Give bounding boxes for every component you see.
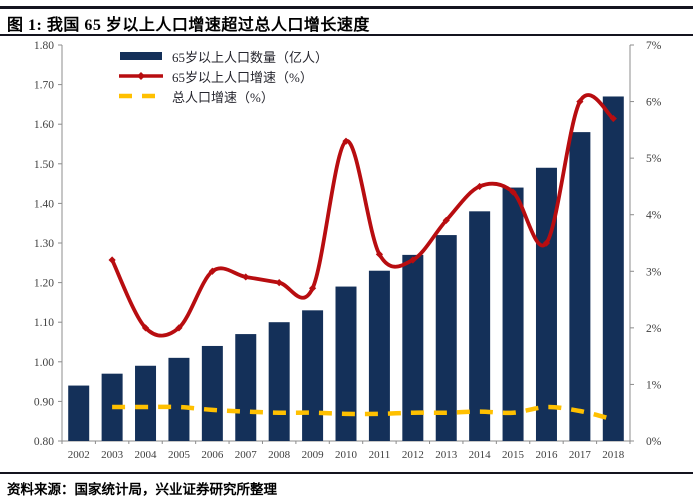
elderly-growth-marker — [442, 216, 450, 224]
left-axis-tick-label: 1.30 — [34, 238, 54, 250]
elderly-growth-marker — [141, 324, 150, 332]
elderly-growth-marker — [208, 267, 216, 275]
bar-2011 — [368, 270, 390, 441]
left-axis-tick-label: 1.50 — [34, 159, 54, 171]
x-axis-label: 2013 — [435, 449, 458, 461]
legend-label: 65岁以上人口增速（%） — [172, 69, 313, 85]
combo-chart: 1.80 1.70 1.60 1.50 1.40 1.30 1.20 1.10 1.00 0.90… — [34, 40, 662, 461]
elderly-growth-marker — [409, 256, 417, 264]
bar-series-swatch-icon — [120, 52, 162, 60]
x-axis-label: 2006 — [201, 449, 224, 461]
bar-2018 — [602, 96, 624, 442]
x-axis-label: 2002 — [68, 449, 90, 461]
source-note: 资料来源：国家统计局，兴业证券研究所整理 — [7, 482, 277, 497]
legend-item-line-series: 65岁以上人口增速（%） — [118, 66, 328, 86]
figure-title: 图 1: 我国 65 岁以上人口增速超过总人口增长速度 — [7, 17, 370, 34]
right-axis-tick-label: 0% — [646, 436, 662, 448]
left-axis-tick-label: 1.80 — [34, 40, 54, 52]
dashed-series-swatch-icon — [119, 93, 163, 99]
left-axis-tick-label: 1.40 — [34, 198, 54, 210]
left-axis-tick-label: 1.10 — [34, 317, 54, 329]
left-axis-tick-label: 0.80 — [34, 436, 54, 448]
elderly-growth-marker — [375, 250, 384, 258]
x-axis-label: 2009 — [302, 449, 325, 461]
bar-2002 — [68, 385, 90, 441]
elderly-growth-marker — [308, 284, 317, 292]
left-axis-tick-label: 0.90 — [34, 396, 54, 408]
x-axis-label: 2014 — [469, 449, 492, 461]
legend-item-bar-series: 65岁以上人口数量（亿人） — [118, 46, 328, 66]
elderly-growth-marker — [476, 182, 484, 191]
x-axis-label: 2004 — [135, 449, 158, 461]
bar-2007 — [235, 334, 257, 441]
chart-legend: 65岁以上人口数量（亿人） 65岁以上人口增速（%） 总人口增速（%） — [118, 46, 328, 106]
x-axis-label: 2015 — [502, 449, 525, 461]
x-axis-label: 2007 — [235, 449, 258, 461]
right-axis-tick-label: 7% — [646, 40, 662, 52]
left-axis-tick-label: 1.60 — [34, 119, 54, 131]
left-axis-tick-label: 1.70 — [34, 80, 54, 92]
x-axis-label: 2017 — [569, 449, 592, 461]
bar-2013 — [435, 235, 457, 441]
elderly-growth-marker — [342, 137, 350, 145]
right-axis-tick-label: 5% — [646, 153, 662, 165]
right-axis-tick-label: 1% — [646, 379, 662, 391]
title-top-rule — [0, 6, 693, 9]
bar-2016 — [535, 167, 557, 441]
x-axis-label: 2011 — [369, 449, 391, 461]
elderly-growth-marker — [609, 114, 617, 123]
footer-rule — [0, 472, 693, 474]
bar-2017 — [569, 132, 591, 441]
left-axis-tick-label: 1.20 — [34, 278, 54, 290]
line-series-swatch-icon — [119, 72, 163, 80]
bar-2014 — [469, 211, 491, 441]
elderly-growth-marker — [509, 188, 517, 196]
left-axis-tick-label: 1.00 — [34, 357, 54, 369]
bar-2009 — [302, 310, 324, 441]
bar-2004 — [135, 365, 157, 441]
bar-2012 — [402, 254, 424, 441]
x-axis-label: 2012 — [402, 449, 424, 461]
legend-label: 总人口增速（%） — [172, 89, 274, 105]
legend-item-dashed-series: 总人口增速（%） — [118, 86, 328, 106]
elderly-growth-marker — [175, 324, 183, 332]
x-axis-label: 2005 — [168, 449, 191, 461]
bar-2015 — [502, 187, 524, 441]
bar-2010 — [335, 286, 357, 441]
title-bottom-rule — [0, 34, 693, 36]
elderly-growth-marker — [242, 273, 250, 281]
right-axis-tick-label: 3% — [646, 266, 662, 278]
x-axis-label: 2010 — [335, 449, 358, 461]
x-axis-label: 2003 — [101, 449, 124, 461]
elderly-growth-line — [110, 93, 616, 338]
right-axis-tick-label: 6% — [646, 97, 662, 109]
elderly-growth-marker — [108, 256, 116, 264]
right-axis-tick-label: 4% — [646, 210, 662, 222]
bar-2008 — [268, 322, 290, 441]
right-axis-tick-label: 2% — [646, 323, 662, 335]
elderly-growth-marker — [542, 239, 551, 247]
legend-label: 65岁以上人口数量（亿人） — [172, 49, 329, 65]
x-axis-label: 2018 — [602, 449, 625, 461]
bar-2005 — [168, 357, 190, 441]
x-axis-label: 2016 — [535, 449, 558, 461]
total-population-growth-line — [112, 404, 614, 422]
bar-2006 — [201, 345, 223, 441]
x-axis-label: 2008 — [268, 449, 291, 461]
